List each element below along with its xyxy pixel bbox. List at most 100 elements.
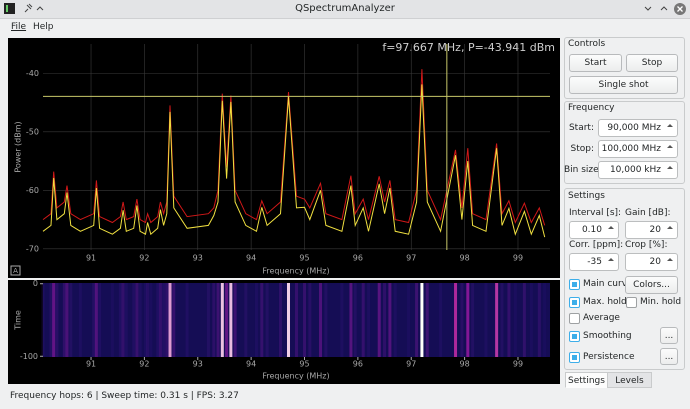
correction-input[interactable]: -35 [569, 253, 619, 271]
minimize-button[interactable] [644, 6, 652, 11]
x-tick-label: 96 [353, 254, 363, 263]
field-label: Corr. [ppm]: [569, 240, 624, 250]
smoothing-settings-button[interactable]: ... [660, 327, 678, 344]
waterfall-stripe [407, 283, 411, 357]
waterfall-stripe [388, 283, 392, 357]
frequency-group [564, 101, 685, 184]
waterfall-stripe [367, 283, 371, 357]
single-shot-button[interactable]: Single shot [569, 76, 678, 94]
x-tick-label: 92 [139, 254, 149, 263]
x-tick-label: 97 [406, 254, 416, 263]
waterfall-stripe [308, 283, 312, 357]
waterfall-stripe [377, 283, 381, 357]
waterfall-stripe [420, 283, 424, 357]
waterfall-stripe [172, 283, 176, 357]
gain-input[interactable]: 20 [625, 221, 678, 239]
waterfall-stripe [507, 283, 511, 357]
y-tick-label: -60 [26, 186, 39, 195]
y-tick-label: -70 [26, 244, 39, 253]
waterfall-stripe [286, 283, 290, 357]
close-glyph [677, 6, 683, 12]
waterfall-stripe [98, 283, 102, 357]
start-frequency-input[interactable]: 90,000 MHz [598, 119, 678, 137]
start-button[interactable]: Start [569, 54, 622, 72]
waterfall-stripe [349, 283, 353, 357]
interval-input[interactable]: 0.10 [569, 221, 619, 239]
x-tick-label: 91 [86, 254, 96, 263]
waterfall-stripe [361, 283, 365, 357]
group-title: Frequency [568, 103, 615, 113]
waterfall-stripe [466, 283, 470, 357]
waterfall-stripe [156, 283, 160, 357]
title-icons [4, 3, 686, 15]
tab[interactable]: Levels [607, 372, 652, 388]
checkbox[interactable] [569, 352, 580, 363]
spectrum-curve [42, 69, 546, 226]
menu-help[interactable]: Help [33, 22, 54, 32]
field-label: Interval [s]: [569, 208, 622, 218]
menu-file[interactable]: File [11, 22, 27, 32]
waterfall-stripe [92, 283, 96, 357]
checkbox-label: Average [583, 313, 620, 323]
waterfall-stripe [65, 283, 69, 357]
x-tick-label: 91 [86, 360, 96, 369]
waterfall-stripe [220, 283, 224, 357]
stop-button[interactable]: Stop [626, 54, 678, 72]
waterfall-stripe [425, 283, 429, 357]
checkbox[interactable] [569, 297, 580, 308]
waterfall-stripe [135, 283, 139, 357]
checkbox[interactable] [626, 297, 637, 308]
waterfall-area [43, 283, 550, 357]
waterfall-stripe [216, 283, 220, 357]
x-tick-label: 98 [460, 254, 470, 263]
waterfall-stripe [132, 283, 136, 357]
x-tick-label: 95 [299, 360, 309, 369]
waterfall-stripe [522, 283, 526, 357]
waterfall-stripe [439, 283, 443, 357]
waterfall-stripe [55, 283, 59, 357]
x-tick-label: 93 [193, 360, 203, 369]
waterfall-stripe [162, 283, 166, 357]
y-tick-label: -50 [26, 127, 39, 136]
checkbox[interactable] [569, 279, 580, 290]
app-icon [4, 3, 15, 14]
x-tick-label: 94 [246, 360, 256, 369]
waterfall-stripe [149, 283, 153, 357]
plots: A f=97.667 MHz, P=-43.941 dBm Frequency … [8, 38, 560, 384]
stop-frequency-input[interactable]: 100,000 MHz [598, 140, 678, 158]
keep-above-icon [36, 6, 44, 11]
waterfall-stripe [500, 283, 504, 357]
x-tick-label: 94 [246, 254, 256, 263]
y-tick-label: 0 [33, 279, 38, 288]
x-tick-label: 95 [299, 254, 309, 263]
waterfall-stripe [471, 283, 475, 357]
checkbox-label: Main curve [583, 279, 633, 289]
status-bar: Frequency hops: 6 | Sweep time: 0.31 s |… [10, 391, 239, 401]
title-bar: QSpectrumAnalyzer [0, 0, 690, 19]
maximize-button[interactable] [660, 6, 668, 11]
checkbox-label: Persistence [583, 352, 635, 362]
crop-input[interactable]: 20 [625, 253, 678, 271]
waterfall-stripe [484, 283, 488, 357]
field-label: Gain [dB]: [625, 208, 671, 218]
x-tick-label: 92 [139, 360, 149, 369]
y-axis-label: Power (dBm) [14, 121, 23, 172]
waterfall-x-axis-label: Frequency (MHz) [262, 372, 329, 381]
settings-group [564, 188, 685, 370]
colors-button[interactable]: Colors... [625, 276, 678, 294]
waterfall-stripe [529, 283, 533, 357]
waterfall-stripe [537, 283, 541, 357]
waterfall-stripe [415, 283, 419, 357]
auto-range-button[interactable] [10, 265, 21, 276]
waterfall-stripe [143, 283, 147, 357]
checkbox[interactable] [569, 313, 580, 324]
x-tick-label: 99 [513, 360, 523, 369]
checkbox[interactable] [569, 331, 580, 342]
tab-active[interactable]: Settings [565, 372, 608, 388]
group-title: Controls [568, 39, 606, 49]
waterfall-stripe [110, 283, 114, 357]
bin-size-input[interactable]: 10,000 kHz [598, 161, 678, 179]
persistence-settings-button[interactable]: ... [660, 348, 678, 365]
waterfall-stripe [383, 283, 387, 357]
waterfall-stripe [49, 283, 53, 357]
